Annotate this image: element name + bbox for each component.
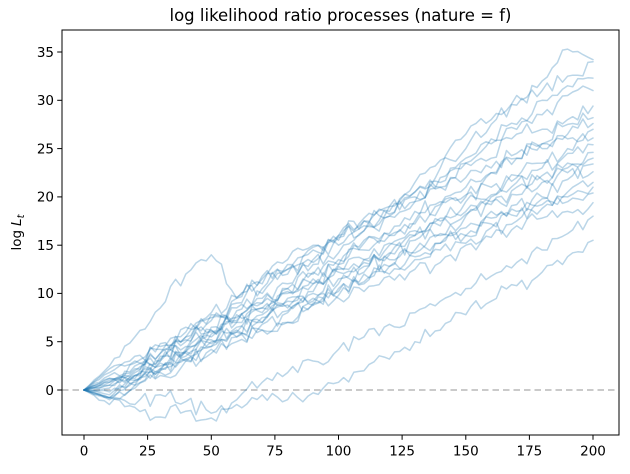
y-tick-label: 20 [37,190,54,206]
series-line-path-04 [83,85,594,391]
series-line-path-16 [83,186,594,391]
y-tick-label: 35 [37,45,54,61]
series-line-path-07 [83,118,594,391]
series-line-path-10 [83,143,594,391]
series-line-path-08 [83,128,594,391]
series-line-path-03 [83,77,594,399]
y-tick-label: 25 [37,141,54,157]
y-axis: 0 5 10 15 20 25 30 35 [37,45,62,399]
series-line-path-20 [83,239,594,422]
series-line-path-17 [83,192,594,391]
x-axis: 0 25 50 75 100 125 150 175 200 [80,435,606,460]
y-tick-label: 10 [37,286,54,302]
y-tick-label: 0 [45,383,54,399]
series-line-path-13 [83,163,594,391]
x-tick-label: 0 [80,444,89,460]
series-line-path-09 [83,133,594,396]
series-line-path-01 [83,48,594,391]
x-tick-label: 125 [389,444,415,460]
y-axis-label-prefix: log [9,230,25,251]
series-line-path-14 [83,166,594,391]
y-axis-label: log Lt [9,213,27,250]
series-line-path-11 [83,151,594,391]
y-tick-label: 15 [37,238,54,254]
plot-spines [61,29,620,436]
x-tick-label: 150 [453,444,479,460]
x-tick-label: 25 [139,444,156,460]
x-tick-label: 75 [266,444,283,460]
x-tick-label: 175 [517,444,543,460]
series-line-path-19 [83,215,594,416]
series-line-path-18 [83,201,594,393]
chart-title: log likelihood ratio processes (nature =… [170,6,512,25]
y-tick-label: 30 [37,93,54,109]
x-tick-label: 100 [326,444,352,460]
series-line-path-06 [83,112,594,406]
y-tick-label: 5 [45,335,54,351]
series-line-path-15 [83,180,594,399]
x-tick-label: 50 [203,444,220,460]
series-line-path-02 [83,60,594,391]
y-axis-label-subscript: t [16,213,27,218]
x-tick-label: 200 [580,444,606,460]
series-line-path-05 [83,105,594,391]
series-lines [83,48,594,422]
series-line-path-12 [83,157,594,401]
y-axis-label-variable: L [9,218,25,226]
